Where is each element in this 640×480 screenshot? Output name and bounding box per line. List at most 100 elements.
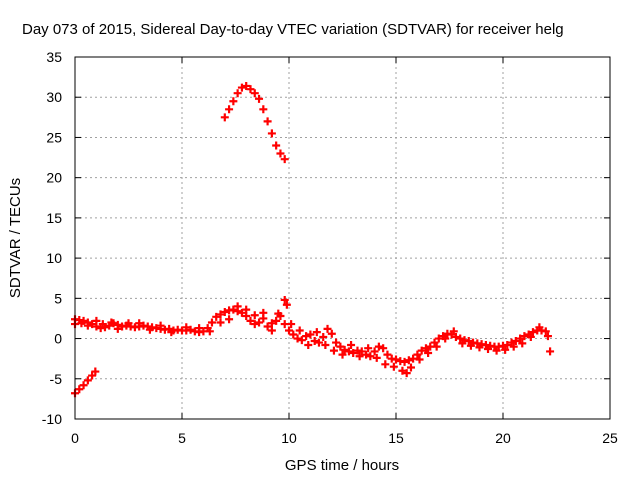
data-point (451, 332, 460, 341)
data-point (156, 321, 165, 330)
data-point (458, 339, 467, 348)
data-point (225, 105, 234, 114)
data-point (280, 155, 289, 164)
y-tick-label: 5 (54, 290, 62, 306)
data-point (267, 326, 276, 335)
data-point (329, 346, 338, 355)
x-tick-label: 5 (178, 430, 186, 446)
data-point (282, 300, 291, 309)
data-point (404, 356, 413, 365)
data-point (250, 311, 259, 320)
data-point (398, 366, 407, 375)
x-tick-label: 10 (281, 430, 297, 446)
x-tick-label: 25 (602, 430, 618, 446)
data-point (255, 94, 264, 103)
data-point (145, 325, 154, 334)
data-point (91, 367, 100, 376)
data-point (263, 117, 272, 126)
data-point (216, 318, 225, 327)
data-point (509, 342, 518, 351)
data-point (464, 336, 473, 345)
data-point (381, 360, 390, 369)
y-tick-label: 35 (46, 49, 62, 65)
data-point (501, 345, 510, 354)
data-point (182, 323, 191, 332)
data-point (92, 316, 101, 325)
y-tick-label: 20 (46, 170, 62, 186)
data-point (88, 371, 97, 380)
data-point (255, 318, 264, 327)
plot-border (74, 56, 611, 420)
data-point (207, 318, 216, 327)
data-point (372, 353, 381, 362)
data-point (304, 340, 313, 349)
data-point (267, 319, 276, 328)
data-point (225, 315, 234, 324)
data-point (323, 324, 332, 333)
x-axis-label: GPS time / hours (285, 457, 399, 474)
data-point (475, 343, 484, 352)
data-point (242, 305, 251, 314)
x-tick-label: 0 (71, 430, 79, 446)
data-point (289, 330, 298, 339)
data-point (424, 349, 433, 358)
data-point (83, 321, 92, 330)
data-point (319, 332, 328, 341)
data-point (113, 324, 122, 333)
data-point (242, 81, 251, 90)
data-point (285, 326, 293, 335)
data-point (321, 340, 330, 349)
data-point (75, 385, 84, 394)
data-point (246, 85, 255, 94)
data-point (355, 352, 364, 361)
data-point (229, 305, 238, 314)
data-point (336, 342, 345, 351)
data-point (503, 340, 512, 349)
data-point (216, 310, 225, 319)
y-axis-label: SDTVAR / TECUs (7, 178, 24, 298)
data-point (79, 381, 88, 390)
data-point (389, 362, 398, 371)
data-point (314, 338, 323, 347)
data-point (535, 323, 544, 332)
data-point (364, 344, 373, 353)
data-point (379, 344, 388, 353)
data-point (297, 336, 306, 345)
data-point (430, 338, 439, 347)
data-point (492, 346, 501, 355)
data-point (195, 324, 204, 333)
data-point (383, 350, 392, 359)
data-point (233, 89, 242, 98)
data-point (280, 295, 289, 304)
data-point (272, 316, 281, 325)
data-point (340, 345, 349, 354)
data-point (135, 319, 144, 328)
data-point (338, 350, 347, 359)
data-point (546, 347, 555, 356)
data-point (259, 105, 268, 114)
data-point (357, 347, 366, 356)
data-point (205, 327, 214, 336)
data-point (327, 329, 336, 338)
data-point (543, 332, 552, 341)
data-point (413, 350, 422, 359)
data-layer (71, 81, 555, 398)
data-point (415, 355, 424, 364)
data-point (233, 302, 242, 311)
y-tick-label: -10 (42, 411, 62, 427)
y-tick-label: 25 (46, 129, 62, 145)
y-tick-label: 10 (46, 250, 62, 266)
chart-title: Day 073 of 2015, Sidereal Day-to-day VTE… (22, 21, 564, 38)
data-point (274, 309, 283, 318)
data-point (344, 347, 353, 356)
data-point (362, 350, 371, 359)
data-point (349, 349, 358, 358)
data-point (212, 312, 221, 321)
data-point (167, 328, 176, 337)
data-point (306, 330, 315, 339)
data-point (400, 357, 409, 366)
data-point (484, 345, 493, 354)
data-point (402, 369, 411, 378)
data-point (237, 308, 246, 317)
